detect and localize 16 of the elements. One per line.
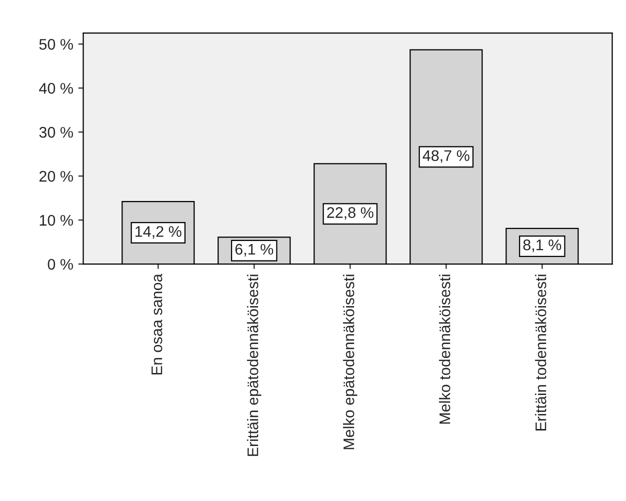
y-tick-label: 50 % <box>39 38 73 50</box>
data-label: 6,1 % <box>235 244 274 257</box>
x-tick-label: Melko todennäköisesti <box>439 274 450 424</box>
data-label: 14,2 % <box>136 226 182 239</box>
y-tick-label: 30 % <box>39 126 73 138</box>
data-label: 48,7 % <box>422 150 470 163</box>
y-tick-label: 40 % <box>39 82 73 94</box>
data-label: 8,1 % <box>523 239 562 252</box>
x-tick-label: Erittäin todennäköisesti <box>535 274 546 430</box>
x-tick-label: Melko epätodennäköisesti <box>343 274 358 450</box>
y-tick-label: 20 % <box>39 170 73 182</box>
x-tick-label: Erittäin epätodennäköisesti <box>247 274 262 456</box>
data-label: 22,8 % <box>327 207 374 220</box>
y-tick-label: 0 % <box>48 258 73 270</box>
y-tick-label: 10 % <box>40 214 73 226</box>
x-tick-label: En osaa sanoa <box>152 274 162 374</box>
